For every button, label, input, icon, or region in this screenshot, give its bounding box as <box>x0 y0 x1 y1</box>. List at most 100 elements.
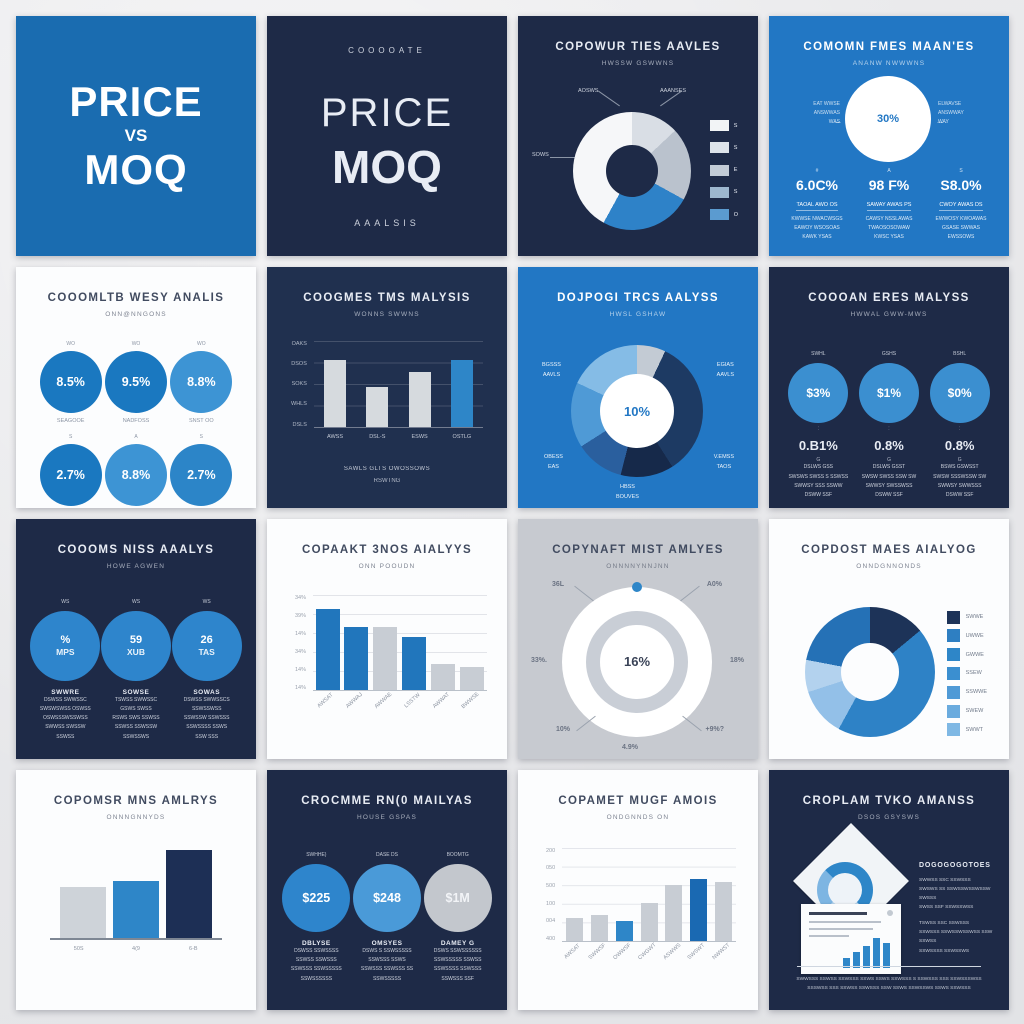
kpi-bottom-label: SEAGOOE <box>56 418 85 425</box>
legend-swatch <box>709 164 729 176</box>
y-axis-ticks: 34% 39% 14% 34% 14% 14% <box>295 594 307 691</box>
text-line: SWWSSS SSWSS SSWSSS SSWS SSWS SSWSSS S S… <box>796 976 982 982</box>
donut-chart: 10% <box>571 345 703 478</box>
circle-value: 59 XUB <box>101 610 171 681</box>
text-line: SSWSS SSWSSW <box>114 724 158 731</box>
column-title: SOWSE <box>122 688 150 696</box>
price-circle: $1M <box>423 863 492 932</box>
column-label: WS <box>202 598 211 605</box>
legend-label: UWWE <box>965 632 984 639</box>
stat-mark: S <box>959 168 963 174</box>
gauge-label: 36L <box>552 580 565 588</box>
segment-label: V.EMSS TAOS <box>713 454 734 470</box>
text-line: EAT WWSE <box>813 101 840 107</box>
segment-label: AOSWS <box>578 88 599 94</box>
stat-value: 0.8% <box>874 438 904 454</box>
slide-subtitle: DSOS GSYSWS <box>858 813 920 821</box>
slide-three-bars[interactable]: COPOMSR MNS AMLRYS ONNNGNNYDS 50S 4(9 6-B <box>16 769 256 1010</box>
y-axis-ticks: OAKS DSOS SOKS WHLS DSLS <box>291 341 307 428</box>
kpi-circle: WO 9.5% NADFOSS <box>103 341 168 426</box>
price-circle: $225 <box>282 863 351 932</box>
slide-donut-blue[interactable]: DOJPOGI TRCS AALYSS HWSL GSHAW 10% BGSSS… <box>518 267 758 508</box>
stat-mark: A <box>887 168 891 174</box>
gauge-label: +9%? <box>705 725 724 733</box>
summary-paragraph: TSWSS SSC SSWSSS SSWSSS SSWSSWSSWSS SSW S… <box>919 919 995 955</box>
slide-summary-illustration[interactable]: CROPLAM TVKO AMANSS DSOS GSYSWS <box>769 769 1009 1010</box>
slide-subtitle: HOUSE GSPAS <box>356 813 418 821</box>
x-axis-labels: AWSS DSL-S ESWS OSTLG <box>327 433 472 440</box>
slide-three-circles-stats[interactable]: COOOAN ERES MALYSS HWWAL GWW-MWS SWHL $3… <box>769 267 1009 508</box>
text-line: DSWW SSF <box>945 492 974 498</box>
slide-six-circles[interactable]: COOOMLTB WESY ANALIS ONN@NNGONS WO 8.5% … <box>16 267 256 508</box>
slide-cover-navy[interactable]: COOOOATE PRICE MOQ AAALSIS <box>267 16 507 257</box>
bar <box>324 360 347 427</box>
slide-stats-blue[interactable]: COMOMN FMES MAAN'ES ANANW NWWWNS 30% EAT… <box>769 16 1009 257</box>
chart-legend: SWWE UWWE GWWE SSEW SSWWE SWEW SWWT <box>946 610 987 737</box>
slide-three-circles-text[interactable]: COOOMS NISS AAALYS HOWE AGWEN WS % MPS SW… <box>16 518 256 759</box>
slide-cover-blue[interactable]: PRICE VS MOQ <box>16 16 256 257</box>
circle-value: $3% <box>788 363 849 424</box>
stat-value: 0.B1% <box>798 438 838 454</box>
slide-bar-white[interactable]: COPAAKT 3NOS AIALYYS ONN POOUDN 34% 39% 14… <box>267 518 507 759</box>
legend-label: GWWE <box>965 651 984 658</box>
slide-bar-white-seven[interactable]: COPAMET MUGF AMOIS ONDGNNDS ON 200 050 500… <box>518 769 758 1010</box>
stat-mark: G <box>957 457 962 464</box>
bar-chart: 200 050 500 100 004 400 AWSAT SWWSF OWWSF CWGWT AS… <box>546 847 736 961</box>
circle-value: 26 TAS <box>171 610 242 681</box>
bar <box>366 387 389 427</box>
separator: ː <box>958 426 961 433</box>
text-line: SSWSSW SSWSSS <box>183 715 230 721</box>
cover-kicker: COOOOATE <box>348 46 426 55</box>
text-line: SWSW SWSS SSW SW <box>861 473 917 480</box>
connector-dashes: · — <box>831 120 841 126</box>
legend-item: S <box>709 120 738 131</box>
separator: ː <box>888 426 890 433</box>
bar <box>408 371 431 427</box>
text-line: CAWSY NSSLAWAS <box>865 216 913 222</box>
slide-donut-white[interactable]: COPDOST MAES AIALYOG ONNDGNNONDS SWWE UWW… <box>769 518 1009 759</box>
kpi-top-label: WO <box>66 341 75 348</box>
text-line: OSWSSSWSSWSS <box>42 715 88 721</box>
circle-value: $0% <box>929 363 990 424</box>
plot-area <box>313 594 487 691</box>
slide-subtitle: WONNS SWWNS <box>354 311 420 319</box>
segment-label: AAANSES <box>660 88 686 94</box>
segment-label: SOWS <box>532 152 549 158</box>
legend-item: SWWE <box>946 610 987 624</box>
summary-text: DOGOGOGOTOES SWWSS SSC SSWSSS SWSWS SS SS… <box>919 862 995 956</box>
kpi-circle: S 2.7% <box>169 434 234 507</box>
bar <box>60 887 106 938</box>
gauge-label: 33%. <box>531 656 547 664</box>
legend-label: O <box>733 211 738 218</box>
gauge-marker-dot <box>632 581 642 592</box>
stat-value: 98 F% <box>868 177 910 193</box>
slide-title: DOJPOGI TRCS AALYSS <box>557 292 719 305</box>
stat-column: SWHL $3% ː 0.B1% G DSLWS GSS SWSWS SWSS S… <box>783 351 854 500</box>
slide-title: COOOAN ERES MALYSS <box>808 292 970 305</box>
stat-column: BOOMTG $1M DAMEY G DSWS SSWSSSSSS SSWSSSS… <box>422 852 493 984</box>
bar <box>566 917 584 941</box>
donut-center-value: 10% <box>600 374 674 449</box>
text-line: KWSC YSAS <box>874 234 904 240</box>
legend-label: S <box>733 144 738 151</box>
column-detail: DSWS S SSWSSSSS SSWSSS SSWS SSWSSS SSWSSS … <box>352 947 423 984</box>
slide-title: COPOMSR MNS AMLRYS <box>53 794 219 807</box>
text-line: EAWOY WSOSOAS <box>794 225 840 231</box>
slide-gauge-gray[interactable]: COPYNAFT MIST AMLYES ONNNNYNNJNN 16% 36L… <box>518 518 758 759</box>
slide-subtitle: ONN@NNGONS <box>105 311 167 319</box>
column-title: SOWAS <box>193 688 221 696</box>
slide-donut-navy[interactable]: COPOWUR TIES AAVLES HWSSW GSWWNS AOSWS A… <box>518 16 758 257</box>
bar <box>665 885 683 941</box>
kpi-circle: WO 8.5% SEAGOOE <box>38 341 103 426</box>
stat-caption: CWOY AWAS DS <box>939 202 983 211</box>
gauge-label: A0% <box>706 580 722 588</box>
column-detail: DSWS SSWSSSSSS SSWSSSSS SSWSS SSWSSSS SSWS… <box>422 947 493 984</box>
text-line: DSWSS SWWSSC <box>43 696 87 703</box>
chart-legend: S S E S O <box>709 120 738 220</box>
slide-price-circles[interactable]: CROCMME RN(0 MAILYAS HOUSE GSPAS SWHHE) … <box>267 769 507 1010</box>
bar-chart: 34% 39% 14% 34% 14% 14% AWSAT AWWAJ AWWAE LSSTW AW… <box>295 594 487 710</box>
text-line: GSASE SWWAS <box>942 225 980 231</box>
slide-bar-navy[interactable]: COOGMES TMS MALYSIS WONNS SWWNS OAKS DSOS… <box>267 267 507 508</box>
text-line: SSWSS <box>56 733 75 740</box>
